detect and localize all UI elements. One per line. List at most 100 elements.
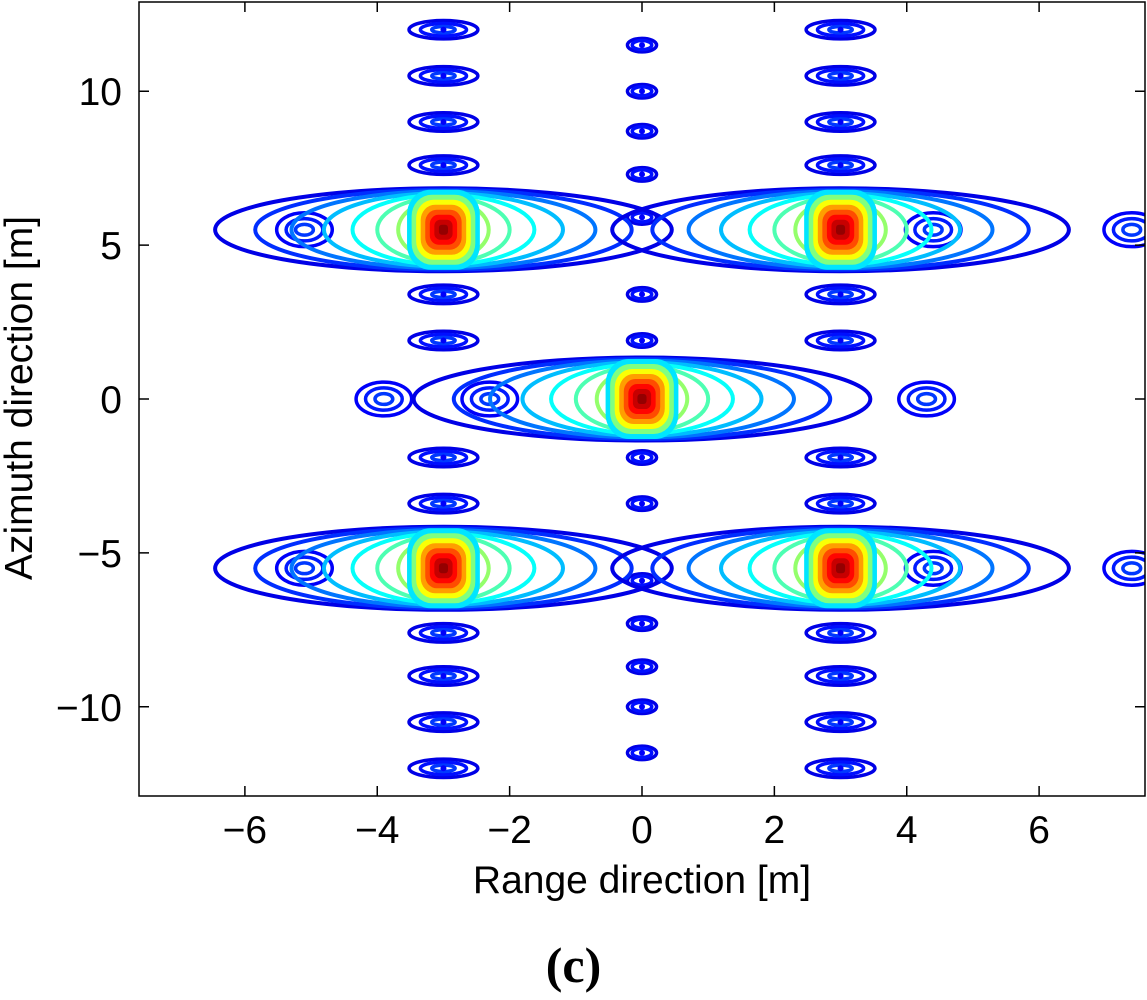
azimuth-sidelobe-contour	[429, 498, 457, 509]
azimuth-sidelobe-contour	[625, 122, 659, 140]
azimuth-sidelobe-peak	[837, 119, 844, 126]
azimuth-sidelobe-contour	[625, 698, 659, 716]
azimuth-sidelobe	[804, 711, 877, 734]
azimuth-sidelobe	[625, 36, 659, 54]
azimuth-sidelobe-contour	[804, 711, 877, 734]
azimuth-sidelobe-peak	[440, 454, 447, 461]
azimuth-sidelobe-contour	[815, 495, 866, 512]
range-sidelobe-contour	[1102, 211, 1145, 249]
azimuth-sidelobe-peak	[837, 765, 844, 772]
point-target-3	[411, 355, 873, 443]
azimuth-sidelobe-contour	[407, 711, 480, 734]
azimuth-sidelobe-contour	[630, 84, 654, 98]
azimuth-sidelobe-contour	[804, 664, 877, 687]
x-tick-label: −6	[223, 809, 267, 852]
azimuth-sidelobe-contour	[630, 746, 654, 760]
azimuth-sidelobe	[407, 621, 480, 644]
x-tick-label: 0	[631, 809, 653, 852]
azimuth-sidelobe	[407, 711, 480, 734]
range-sidelobe-contour	[460, 380, 520, 418]
azimuth-sidelobe-contour	[429, 117, 457, 127]
azimuth-sidelobe-contour	[630, 660, 654, 674]
azimuth-sidelobe-peak	[639, 454, 645, 461]
azimuth-sidelobe-peak	[837, 719, 844, 726]
azimuth-sidelobe-contour	[815, 449, 866, 466]
azimuth-sidelobe-contour	[418, 624, 469, 641]
azimuth-sidelobe-contour	[827, 498, 855, 509]
azimuth-sidelobe-contour	[625, 165, 659, 183]
azimuth-sidelobe-contour	[418, 668, 469, 684]
azimuth-sidelobe	[407, 111, 480, 134]
azimuth-sidelobe-contour	[630, 168, 654, 181]
azimuth-sidelobe-contour	[418, 714, 469, 731]
x-tick-label: 2	[764, 809, 786, 852]
azimuth-sidelobe-peak	[440, 72, 447, 79]
azimuth-sidelobe-contour	[429, 671, 457, 681]
azimuth-sidelobe-peak	[639, 171, 645, 178]
azimuth-sidelobe-contour	[827, 24, 855, 35]
azimuth-sidelobe-contour	[429, 289, 457, 300]
azimuth-sidelobe-contour	[630, 700, 654, 714]
azimuth-sidelobe-contour	[429, 717, 457, 728]
azimuth-sidelobe-peak	[639, 663, 645, 670]
range-sidelobe-contour	[1121, 222, 1143, 237]
azimuth-sidelobe-peak	[837, 500, 844, 507]
azimuth-sidelobe-peak	[837, 454, 844, 461]
azimuth-sidelobe-contour	[815, 668, 866, 684]
azimuth-sidelobe-contour	[625, 285, 659, 303]
azimuth-sidelobe-contour	[804, 111, 877, 134]
y-tick-label: 0	[100, 379, 122, 422]
azimuth-sidelobe-contour	[407, 492, 480, 515]
azimuth-sidelobe	[625, 82, 659, 100]
azimuth-sidelobe-contour	[418, 449, 469, 466]
azimuth-sidelobe-peak	[440, 765, 447, 772]
azimuth-sidelobe-contour	[625, 82, 659, 100]
azimuth-sidelobe-contour	[815, 760, 866, 777]
target-core	[438, 224, 448, 235]
azimuth-sidelobe-peak	[440, 291, 447, 298]
azimuth-sidelobe-peak	[639, 620, 645, 627]
azimuth-sidelobe-contour	[630, 497, 654, 510]
azimuth-sidelobe-contour	[407, 757, 480, 780]
azimuth-sidelobe-peak	[639, 291, 645, 298]
azimuth-sidelobe	[407, 283, 480, 306]
azimuth-sidelobe-contour	[827, 717, 855, 728]
azimuth-sidelobe-contour	[429, 70, 457, 81]
azimuth-sidelobe-contour	[804, 329, 877, 352]
azimuth-sidelobe	[804, 283, 877, 306]
azimuth-sidelobe-peak	[837, 26, 844, 33]
azimuth-sidelobe-peak	[639, 703, 645, 710]
azimuth-sidelobe-contour	[804, 621, 877, 644]
azimuth-sidelobe-contour	[418, 332, 469, 349]
azimuth-sidelobe-contour	[804, 446, 877, 469]
y-tick-label: 5	[100, 225, 122, 268]
azimuth-sidelobe-contour	[429, 763, 457, 774]
azimuth-sidelobe-peak	[639, 749, 645, 756]
azimuth-sidelobe-peak	[440, 26, 447, 33]
azimuth-sidelobe-contour	[418, 114, 469, 130]
range-sidelobe-contour	[897, 380, 957, 418]
range-sidelobe	[1102, 211, 1145, 249]
azimuth-sidelobe	[625, 698, 659, 716]
azimuth-sidelobe-peak	[639, 88, 645, 95]
azimuth-sidelobe-contour	[407, 111, 480, 134]
azimuth-sidelobe	[804, 64, 877, 87]
azimuth-sidelobe-peak	[440, 162, 447, 169]
azimuth-sidelobe	[407, 154, 480, 177]
azimuth-sidelobe-contour	[815, 286, 866, 303]
azimuth-sidelobe-peak	[440, 672, 447, 679]
range-sidelobe	[897, 380, 957, 418]
azimuth-sidelobe-contour	[804, 64, 877, 87]
azimuth-sidelobe-peak	[639, 214, 645, 221]
azimuth-sidelobe	[407, 757, 480, 780]
azimuth-sidelobe-contour	[429, 628, 457, 638]
range-sidelobe-contour	[1102, 549, 1145, 587]
azimuth-sidelobe-contour	[407, 664, 480, 687]
azimuth-sidelobe-peak	[837, 337, 844, 344]
azimuth-sidelobe-contour	[418, 495, 469, 512]
azimuth-sidelobe-contour	[827, 289, 855, 300]
azimuth-sidelobe-contour	[827, 763, 855, 774]
azimuth-sidelobe-contour	[630, 617, 654, 630]
azimuth-sidelobe	[407, 446, 480, 469]
azimuth-sidelobe-peak	[639, 500, 645, 507]
